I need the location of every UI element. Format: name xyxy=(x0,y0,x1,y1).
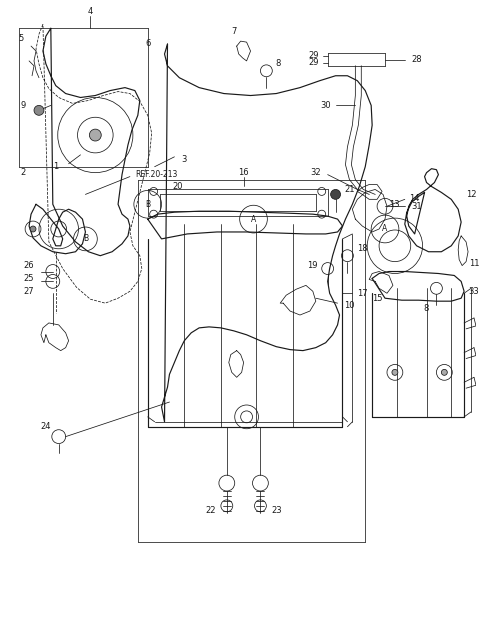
Text: 1: 1 xyxy=(53,162,59,171)
Circle shape xyxy=(442,370,447,375)
Text: 23: 23 xyxy=(271,506,282,515)
Circle shape xyxy=(89,129,101,141)
Circle shape xyxy=(30,226,36,232)
Text: 30: 30 xyxy=(320,101,331,110)
Text: 10: 10 xyxy=(344,301,355,310)
Text: 13: 13 xyxy=(390,200,400,209)
Text: 5: 5 xyxy=(19,34,24,42)
Text: A: A xyxy=(251,215,256,223)
Text: 29: 29 xyxy=(309,51,319,61)
Text: 19: 19 xyxy=(308,261,318,270)
Text: 12: 12 xyxy=(466,190,476,199)
Circle shape xyxy=(34,106,44,115)
Text: REF.20-213: REF.20-213 xyxy=(135,170,177,179)
Text: 20: 20 xyxy=(172,182,182,191)
Text: 6: 6 xyxy=(145,39,150,47)
Circle shape xyxy=(331,189,340,199)
Text: 29: 29 xyxy=(309,58,319,67)
Text: 18: 18 xyxy=(357,244,368,253)
Text: 24: 24 xyxy=(41,422,51,431)
Text: 21: 21 xyxy=(344,185,355,194)
Text: 28: 28 xyxy=(411,56,422,65)
Text: 31: 31 xyxy=(411,202,422,211)
Text: 8: 8 xyxy=(276,60,281,68)
Text: B: B xyxy=(145,200,150,209)
Text: 14: 14 xyxy=(409,194,420,203)
Text: 9: 9 xyxy=(21,101,26,110)
Text: 16: 16 xyxy=(238,168,249,177)
Text: 15: 15 xyxy=(372,294,383,303)
Text: 27: 27 xyxy=(24,287,35,296)
Text: B: B xyxy=(83,234,88,243)
Text: 3: 3 xyxy=(181,155,187,165)
Text: 7: 7 xyxy=(231,27,237,35)
Text: 8: 8 xyxy=(424,304,429,313)
Text: 25: 25 xyxy=(24,274,35,283)
Circle shape xyxy=(392,370,398,375)
Text: 33: 33 xyxy=(468,287,480,296)
Text: 26: 26 xyxy=(24,261,35,270)
Text: 2: 2 xyxy=(21,168,26,177)
Text: 32: 32 xyxy=(311,168,321,177)
Text: A: A xyxy=(383,225,388,234)
Text: 4: 4 xyxy=(88,7,93,16)
Text: 17: 17 xyxy=(357,289,368,298)
Text: 22: 22 xyxy=(206,506,216,515)
Text: 11: 11 xyxy=(469,259,479,268)
